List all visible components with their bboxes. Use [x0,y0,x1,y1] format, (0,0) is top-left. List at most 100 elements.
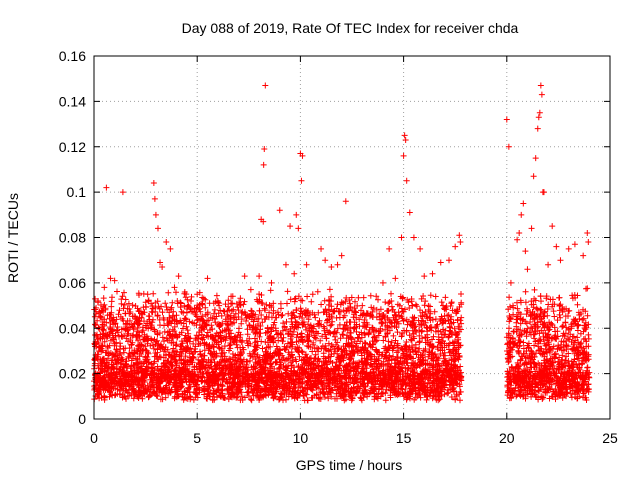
data-point [401,132,408,139]
data-point [167,245,174,252]
data-point [157,259,164,266]
data-point [318,245,325,252]
data-point [400,152,407,159]
data-point [261,146,268,153]
data-point [262,82,269,89]
data-point [287,223,294,230]
data-point [152,211,159,218]
data-point [334,261,341,268]
data-point [132,313,139,320]
data-point [298,177,305,184]
data-point [509,302,516,309]
data-point [247,286,254,293]
x-tick-label: 5 [193,430,201,446]
data-point [159,263,166,270]
data-point [571,241,578,248]
x-tick-label: 0 [90,430,98,446]
data-point [540,189,547,196]
axis-ticks [93,55,611,420]
data-point [293,211,300,218]
data-point [429,270,436,277]
data-point [303,261,310,268]
data-point [188,298,195,305]
data-point [446,257,453,264]
data-point [379,279,386,286]
data-point [410,234,417,241]
data-point [299,152,306,159]
data-point [291,270,298,277]
data-point [322,257,329,264]
data-markers [91,82,593,404]
data-point [386,245,393,252]
y-axis-title: ROTI / TECUs [5,193,21,283]
data-point [406,209,413,216]
data-point [402,136,409,143]
data-point [518,211,525,218]
data-point [557,257,564,264]
data-point [144,291,151,298]
data-point [119,189,126,196]
data-point [309,291,316,298]
data-point [584,229,591,236]
data-point [256,273,263,280]
data-point [514,236,521,243]
data-point [565,245,572,252]
x-tick-label: 10 [293,430,309,446]
data-point [538,91,545,98]
data-point [522,248,529,255]
data-point [437,259,444,266]
data-point [534,125,541,132]
data-point [503,116,510,123]
data-point [549,223,556,230]
x-tick-label: 25 [602,430,618,446]
y-tick-label: 0.16 [59,48,86,64]
data-point [117,313,124,320]
data-point [107,275,114,282]
y-tick-label: 0.12 [59,139,86,155]
x-tick-labels: 0 5 10 15 20 25 [90,430,618,446]
data-point [457,239,464,246]
data-point [520,200,527,207]
data-point [235,307,242,314]
data-point [536,109,543,116]
data-point [532,155,539,162]
data-point [214,298,221,305]
data-point [268,279,275,286]
data-point [421,273,428,280]
data-point [260,218,267,225]
data-point [359,302,366,309]
data-point [295,225,302,232]
data-point [163,239,170,246]
data-point [580,252,587,259]
y-tick-label: 0.14 [59,93,86,109]
data-point [181,288,188,295]
data-point [369,313,376,320]
data-point [516,229,523,236]
data-point [338,252,345,259]
grid-lines [94,56,610,419]
data-point [342,198,349,205]
data-point [537,82,544,89]
data-point [103,184,110,191]
data-point [171,284,178,291]
data-point [456,232,463,239]
data-point [417,245,424,252]
data-point [452,243,459,250]
data-point [241,273,248,280]
data-point [101,284,108,291]
data-point [154,225,161,232]
data-point [528,225,535,232]
data-point [398,234,405,241]
data-point [175,273,182,280]
y-tick-label: 0.08 [59,230,86,246]
data-point [585,239,592,246]
y-tick-labels: 0 0.02 0.04 0.06 0.08 0.1 0.12 0.14 0.16 [59,48,86,427]
data-point [150,180,157,187]
data-point [328,263,335,270]
data-point [276,207,283,214]
data-point [553,243,560,250]
data-point [282,261,289,268]
data-point [204,275,211,282]
y-tick-label: 0.1 [67,184,87,200]
